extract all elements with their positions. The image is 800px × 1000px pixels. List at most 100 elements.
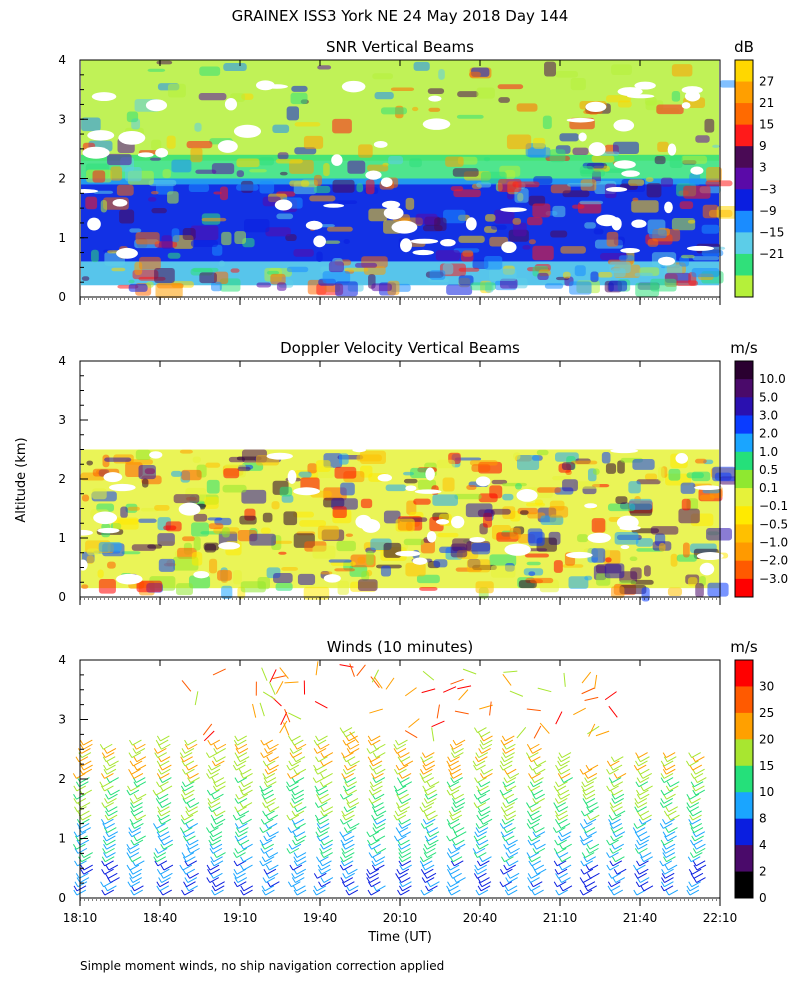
heatmap-cell: [686, 472, 704, 479]
heatmap-cell: [405, 562, 426, 577]
heatmap-cell: [283, 511, 298, 526]
wind-barb-flag: [262, 773, 267, 779]
wind-barb: [136, 756, 147, 763]
wind-barb: [239, 839, 250, 846]
wind-barb-flag: [451, 839, 456, 846]
wind-barb-flag: [419, 768, 424, 775]
heatmap-cell: [592, 468, 600, 475]
wind-barb-flag: [369, 764, 373, 771]
heatmap-cell: [147, 544, 163, 549]
wind-barb: [262, 827, 273, 833]
wind-barb: [584, 696, 599, 702]
wind-barb-flag: [394, 810, 399, 817]
wind-barb: [345, 739, 356, 746]
wind-barb-flag: [233, 881, 238, 887]
wind-barb: [399, 802, 409, 808]
wind-barb-flag: [211, 885, 216, 892]
wind-barb-flag: [634, 798, 639, 804]
heatmap-cell: [322, 271, 351, 284]
heatmap-cell: [667, 587, 683, 597]
wind-barb: [429, 781, 440, 788]
heatmap-cell: [367, 164, 389, 172]
wind-barb: [506, 864, 516, 871]
colorbar-segment: [735, 712, 753, 740]
heatmap-cell: [537, 272, 549, 281]
wind-barb-flag: [133, 764, 138, 771]
heatmap-cell: [695, 135, 710, 143]
colorbar-segment: [735, 189, 753, 212]
wind-barb-flag: [609, 860, 614, 867]
heatmap-cell: [371, 283, 392, 292]
colorbar-label: 15: [759, 118, 774, 132]
wind-barb-flag: [100, 881, 104, 887]
wind-barb-flag: [422, 785, 427, 792]
wind-barb: [402, 781, 413, 788]
wind-barb: [639, 839, 649, 846]
wind-barb-flag: [156, 868, 161, 875]
wind-barb-flag: [633, 864, 637, 871]
colorbar-segment: [735, 765, 753, 793]
wind-barb-flag: [419, 806, 424, 812]
wind-barb: [291, 881, 301, 888]
wind-barb: [131, 768, 141, 775]
wind-barb-flag: [312, 889, 317, 896]
heatmap-cell: [612, 141, 639, 155]
wind-barb-flag: [208, 764, 212, 771]
y-tick-label: 0: [58, 891, 66, 905]
heatmap-cell: [171, 228, 180, 243]
wind-barb-flag: [398, 823, 403, 829]
wind-barb-flag: [367, 889, 372, 896]
wind-barb-flag: [527, 873, 532, 879]
wind-barb-flag: [582, 789, 587, 796]
wind-barb: [349, 731, 359, 744]
wind-barb: [396, 785, 407, 792]
wind-barb: [104, 856, 115, 863]
wind-barb: [583, 839, 593, 846]
wind-barb: [404, 687, 417, 697]
wind-barb: [584, 810, 594, 817]
wind-barb: [529, 822, 540, 829]
wind-barb: [239, 810, 250, 817]
wind-barb-flag: [211, 889, 215, 896]
wind-barb: [506, 785, 517, 792]
heatmap-cell: [490, 508, 511, 515]
wind-barb: [160, 735, 170, 742]
wind-barb-flag: [133, 793, 138, 800]
wind-barb-flag: [293, 868, 298, 875]
wind-barb: [664, 877, 674, 883]
wind-barb: [316, 739, 327, 746]
heatmap-cell: [706, 528, 733, 541]
wind-barb: [261, 667, 268, 681]
heatmap-cell: [406, 500, 417, 515]
wind-barb: [398, 827, 409, 833]
wind-barb-flag: [212, 881, 217, 887]
heatmap-cell: [86, 555, 95, 564]
wind-barb-flag: [263, 781, 268, 787]
heatmap-cell: [332, 179, 355, 193]
wind-barb: [396, 743, 406, 750]
wind-barb-flag: [689, 823, 694, 829]
wind-barb: [399, 868, 410, 875]
heatmap-cell: [694, 458, 707, 464]
wind-barb: [136, 743, 146, 750]
wind-barb: [536, 760, 547, 767]
wind-barb: [398, 739, 408, 746]
heatmap-cell: [445, 156, 464, 167]
heatmap-cell: [212, 244, 223, 256]
wind-barb-flag: [580, 868, 585, 875]
heatmap-cell: [313, 185, 331, 194]
wind-barb: [666, 856, 676, 863]
wind-barb-flag: [419, 856, 424, 862]
wind-barb: [506, 743, 516, 750]
wind-barb-flag: [393, 785, 398, 792]
heatmap-gap: [414, 489, 442, 494]
heatmap-cell: [660, 177, 674, 187]
wind-barb: [77, 881, 88, 888]
wind-barb-flag: [399, 864, 404, 871]
wind-barb: [104, 752, 115, 759]
wind-barb-flag: [128, 752, 133, 758]
heatmap-gap: [690, 166, 704, 175]
wind-barb-flag: [235, 827, 240, 833]
wind-barb: [557, 868, 568, 875]
